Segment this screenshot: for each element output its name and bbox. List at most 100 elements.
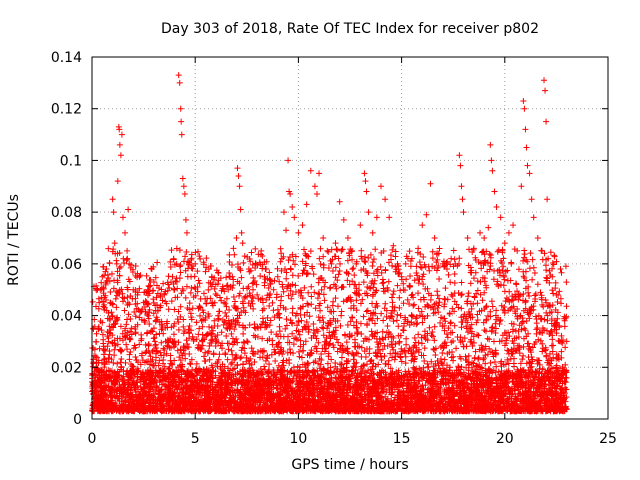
data-point [114, 268, 121, 275]
data-point [210, 276, 217, 283]
data-point [127, 316, 134, 323]
data-point [334, 303, 341, 310]
data-point [132, 329, 139, 336]
data-point [347, 318, 354, 325]
data-point [539, 348, 546, 355]
data-point [228, 261, 235, 268]
data-point [432, 351, 439, 358]
data-point [183, 248, 190, 255]
data-point [272, 357, 279, 364]
data-point [468, 305, 475, 312]
data-point [200, 290, 207, 297]
data-point [370, 256, 377, 263]
data-point [177, 303, 184, 310]
data-point [349, 278, 356, 285]
data-point [461, 335, 468, 342]
data-point [296, 331, 303, 338]
data-point [448, 291, 455, 298]
data-point [482, 352, 489, 359]
data-point [336, 267, 343, 274]
data-point [275, 362, 282, 369]
data-point [105, 354, 112, 361]
data-point [409, 291, 416, 298]
data-point [530, 264, 537, 271]
points-layer [89, 72, 570, 415]
data-point [222, 300, 229, 307]
data-point [127, 349, 134, 356]
data-point [389, 246, 396, 253]
data-point [150, 296, 157, 303]
data-point [396, 304, 403, 311]
data-point [353, 319, 360, 326]
data-point [292, 289, 299, 296]
data-point [268, 329, 275, 336]
data-point [415, 305, 422, 312]
data-point [543, 309, 550, 316]
data-point [199, 323, 206, 330]
data-point [290, 350, 297, 357]
data-point [501, 276, 508, 283]
data-point [426, 324, 433, 331]
data-point [174, 347, 181, 354]
data-point [226, 258, 233, 265]
data-point [305, 360, 312, 367]
data-point [416, 259, 423, 266]
data-point [218, 329, 225, 336]
data-point [518, 326, 525, 333]
data-point [425, 303, 432, 310]
data-point [459, 319, 466, 326]
data-point [428, 332, 435, 339]
data-point [400, 300, 407, 307]
data-point [317, 260, 324, 267]
data-point [305, 329, 312, 336]
data-point [517, 360, 524, 367]
data-point [211, 285, 218, 292]
data-point [153, 294, 160, 301]
data-point [145, 301, 152, 308]
data-point [289, 320, 296, 327]
data-point [223, 282, 230, 289]
data-point [429, 248, 436, 255]
data-point [549, 260, 556, 267]
data-point [225, 346, 232, 353]
data-point [117, 323, 124, 330]
data-point [109, 313, 116, 320]
data-point [478, 265, 485, 272]
data-point [365, 254, 372, 261]
data-point [156, 357, 163, 364]
data-point [532, 313, 539, 320]
data-point [161, 363, 168, 370]
data-point [180, 316, 187, 323]
data-point [362, 354, 369, 361]
data-point [301, 246, 308, 253]
data-point [398, 345, 405, 352]
data-point [119, 337, 126, 344]
data-point [520, 352, 527, 359]
data-point [547, 249, 554, 256]
data-point [334, 246, 341, 253]
data-point [344, 345, 351, 352]
data-point [385, 259, 392, 266]
data-point [317, 307, 324, 314]
data-point [298, 354, 305, 361]
data-point [127, 293, 134, 300]
data-point [127, 336, 134, 343]
data-point [451, 298, 458, 305]
data-point [186, 360, 193, 367]
data-point [209, 327, 216, 334]
data-point [361, 253, 368, 260]
data-point [525, 289, 532, 296]
data-point [325, 353, 332, 360]
data-point [534, 281, 541, 288]
data-point [285, 292, 292, 299]
data-point [241, 294, 248, 301]
data-point [223, 295, 230, 302]
data-point [385, 278, 392, 285]
data-point [305, 289, 312, 296]
data-point [208, 362, 215, 369]
data-point [426, 267, 433, 274]
data-point [234, 261, 241, 268]
data-point [176, 247, 183, 254]
data-point [407, 272, 414, 279]
